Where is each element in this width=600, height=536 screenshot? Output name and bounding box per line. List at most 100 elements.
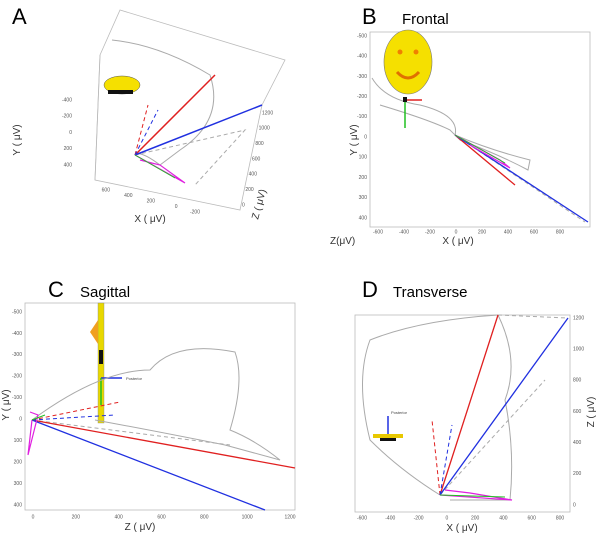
vector: [439, 424, 453, 496]
loop: [27, 411, 39, 456]
tick-label: 1000: [259, 126, 270, 132]
tick-label: -500: [357, 33, 367, 39]
tick-label: 0: [175, 204, 178, 210]
face-base: [380, 438, 396, 441]
panel-letter: A: [12, 4, 27, 29]
tick-label: 0: [69, 130, 72, 136]
tick-label: 600: [157, 514, 166, 520]
vector: [439, 317, 569, 496]
vector: [31, 419, 296, 469]
axis-label: Z ( μV): [586, 397, 597, 428]
extra-label: Z(μV): [330, 236, 355, 247]
tick-label: 200: [147, 198, 156, 204]
tick-label: -200: [425, 229, 435, 235]
loop: [371, 77, 531, 171]
tick-label: -600: [357, 515, 367, 521]
vector: [134, 104, 149, 156]
vector: [31, 401, 121, 421]
face: [383, 29, 433, 95]
tick-label: 200: [471, 515, 480, 521]
tick-label: -400: [399, 229, 409, 235]
tick-label: 100: [359, 155, 368, 161]
face-top: [373, 434, 403, 438]
box: [94, 9, 286, 211]
panel-letter: D: [362, 277, 378, 302]
tick-label: -400: [357, 54, 367, 60]
tick-label: 200: [72, 514, 81, 520]
panel-d: D Transverse Posterior X ( μV) Z ( μV): [354, 277, 597, 534]
tick-label: 0: [32, 514, 35, 520]
tick-label: 300: [359, 195, 368, 201]
tick-label: 200: [64, 146, 73, 152]
tick-label: -400: [12, 331, 22, 337]
vector: [134, 109, 159, 156]
tick-label: 1200: [284, 514, 295, 520]
marker-label: Posterior: [126, 376, 143, 381]
tick-label: 600: [528, 515, 537, 521]
vector: [134, 74, 216, 156]
eye: [397, 49, 403, 55]
vector: [439, 314, 499, 496]
tick-label: 600: [573, 409, 582, 415]
tick-label: 400: [249, 172, 258, 178]
tick-label: 800: [255, 141, 264, 147]
tick-label: 200: [245, 187, 254, 193]
vector: [134, 104, 263, 156]
panel-b: B Frontal Y ( μV) X ( μV) Z(μV): [330, 4, 591, 247]
plot-area: [369, 31, 591, 228]
vector: [454, 134, 506, 164]
panel-letter: C: [48, 277, 64, 302]
vector: [431, 419, 441, 496]
marker-label: Posterior: [391, 410, 408, 415]
marker: [403, 97, 407, 102]
panel-c: C Sagittal Posterior Y ( μV) Z ( μV): [1, 277, 296, 533]
tick-label: 1200: [573, 315, 584, 321]
tick-label: 400: [64, 162, 73, 168]
tick-label: -200: [357, 94, 367, 100]
tick-label: 800: [556, 229, 565, 235]
tick-label: -600: [373, 229, 383, 235]
tick-label: 1200: [262, 110, 273, 116]
nose: [90, 320, 98, 344]
tick-label: 0: [364, 134, 367, 140]
tick-label: 0: [455, 229, 458, 235]
tick-label: 400: [359, 215, 368, 221]
tick-label: 400: [499, 515, 508, 521]
vector: [454, 134, 586, 223]
tick-label: 0: [445, 515, 448, 521]
tick-label: 1000: [242, 514, 253, 520]
panel-title: Sagittal: [80, 284, 130, 301]
vector: [31, 419, 266, 511]
tick-label: -100: [12, 395, 22, 401]
tick-label: -200: [190, 209, 200, 215]
tick-label: 200: [478, 229, 487, 235]
box-edge: [94, 54, 101, 181]
tick-label: 600: [530, 229, 539, 235]
axis-label: X ( μV): [442, 236, 473, 247]
face-base: [108, 90, 133, 94]
loop: [111, 39, 215, 166]
tick-label: 800: [556, 515, 565, 521]
loop: [134, 129, 247, 186]
panel-letter: B: [362, 4, 377, 29]
axis-label: Z ( μV): [125, 522, 156, 533]
vector: [454, 134, 516, 186]
axis-label: Y ( μV): [349, 124, 360, 155]
tick-label: 400: [504, 229, 513, 235]
tick-label: -500: [12, 309, 22, 315]
vector: [31, 414, 46, 421]
tick-label: 0: [242, 202, 245, 208]
eye: [413, 49, 419, 55]
axis-label: Y ( μV): [1, 389, 12, 420]
face-base: [99, 350, 103, 364]
tick-label: 100: [14, 438, 23, 444]
axis-label: Y ( μV): [12, 124, 23, 155]
tick-label: 200: [14, 459, 23, 465]
tick-label: -100: [357, 114, 367, 120]
panel-a: A Y ( μV) X ( μV) Z ( μV): [12, 4, 286, 225]
vector: [439, 379, 546, 496]
tick-label: -400: [385, 515, 395, 521]
vector: [497, 314, 569, 319]
tick-label: 300: [14, 481, 23, 487]
